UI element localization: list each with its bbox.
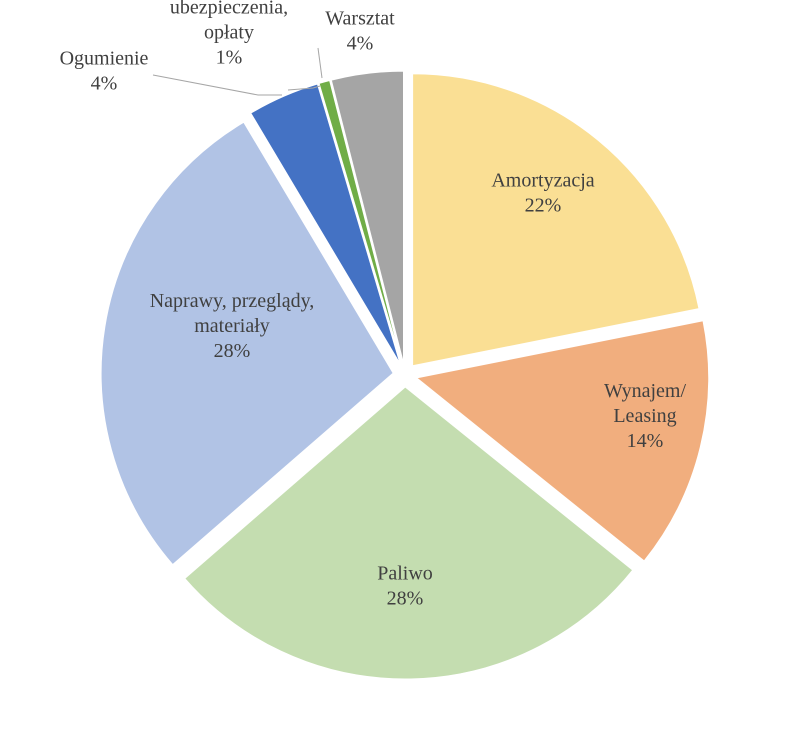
slice-label-2: Paliwo 28%: [377, 563, 433, 610]
leader-line-5: [287, 85, 321, 91]
slice-labels: Amortyzacja 22% Wynajem/Leasing 14% Paliwo 28…: [60, 0, 687, 610]
pie-slice-2: [184, 386, 634, 680]
leader-line-4: [152, 74, 282, 96]
leader-lines: [152, 47, 323, 96]
slice-label-6: Warsztat 4%: [325, 8, 395, 55]
pie-slice-4: [250, 83, 401, 365]
pie-slice-6: [330, 70, 405, 364]
slice-label-4: Ogumienie 4%: [60, 48, 149, 95]
pie-slice-1: [415, 320, 710, 562]
slice-label-1: Wynajem/Leasing 14%: [604, 380, 687, 452]
pie-slices: [100, 70, 710, 680]
pie-slice-3: [100, 121, 394, 566]
slice-label-0: Amortyzacja 22%: [491, 170, 594, 217]
leader-line-6: [317, 47, 323, 79]
pie-slice-0: [412, 73, 700, 367]
pie-slice-5: [318, 79, 403, 364]
slice-label-3: Naprawy, przeglądy, materiały 28%: [150, 290, 315, 362]
